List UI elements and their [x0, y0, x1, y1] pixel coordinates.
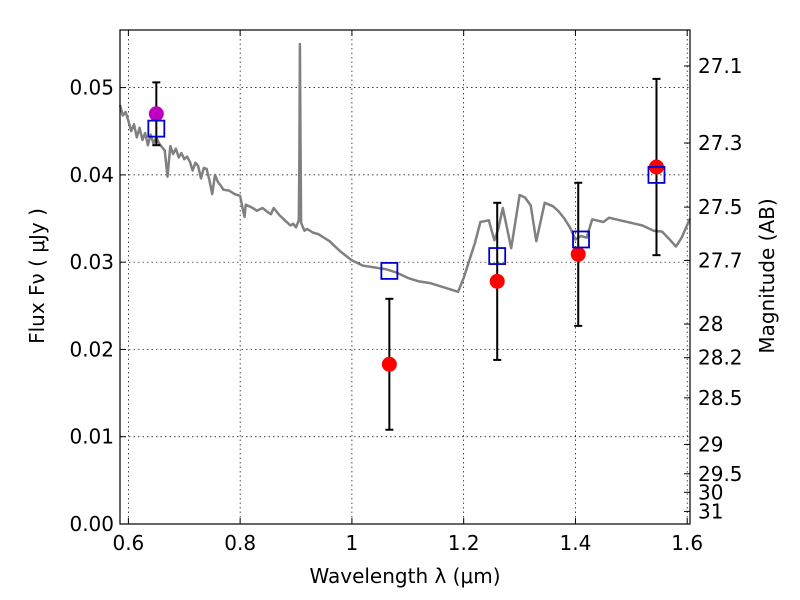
model-photometry-square: [380, 261, 399, 280]
model-photometry-square: [147, 119, 166, 138]
ticks: [120, 30, 690, 525]
model-photometry-series: [147, 119, 666, 280]
y2-tick-label: 28.5: [698, 386, 743, 410]
y2-tick-label: 28.2: [698, 346, 743, 370]
y2-tick-label: 28: [698, 312, 723, 336]
x-tick-label: 0.8: [224, 531, 256, 555]
x-tick-label: 0.6: [112, 531, 144, 555]
y2-tick-label: 27.3: [698, 131, 743, 155]
model-spectrum-series: [118, 42, 692, 294]
y2-tick-label: 27.7: [698, 248, 743, 272]
y-tick-label: 0.00: [69, 512, 114, 536]
tick-labels: 0.6 0.8 1 1.2 1.4 1.6 0.00 0.01 0.02 0.03 0.04 0.05…: [69, 54, 742, 555]
observed-point: [381, 356, 397, 372]
observed-point: [148, 106, 164, 122]
y-tick-label: 0.02: [69, 337, 114, 361]
y-tick-label: 0.01: [69, 425, 114, 449]
x-tick-label: 1.4: [560, 531, 592, 555]
y-tick-label: 0.03: [69, 250, 114, 274]
model-spectrum-line: [118, 42, 692, 294]
y2-tick-label: 30: [698, 480, 723, 504]
y-tick-label: 0.04: [69, 163, 114, 187]
x-tick-label: 1.6: [671, 531, 703, 555]
y2-tick-label: 27.1: [698, 54, 743, 78]
y2-tick-label: 29: [698, 432, 723, 456]
observed-flux-series: [148, 106, 664, 372]
x-axis-label: Wavelength λ (μm): [309, 564, 500, 588]
y2-tick-label: 29.5: [698, 462, 743, 486]
plot-frame: [119, 29, 691, 525]
model-photometry-square: [647, 165, 666, 184]
observed-point: [489, 273, 505, 289]
x-tick-label: 1: [346, 531, 359, 555]
y-axis-label: Flux Fν ( μJy ): [25, 208, 49, 344]
y-tick-label: 0.05: [69, 76, 114, 100]
y2-axis-label: Magnitude (AB): [755, 198, 779, 353]
model-photometry-square: [488, 247, 507, 265]
x-tick-label: 1.2: [448, 531, 480, 555]
y2-tick-label: 31: [698, 499, 723, 523]
y2-tick-label: 27.5: [698, 195, 743, 219]
observed-point: [570, 246, 586, 262]
model-photometry-square: [572, 230, 590, 249]
